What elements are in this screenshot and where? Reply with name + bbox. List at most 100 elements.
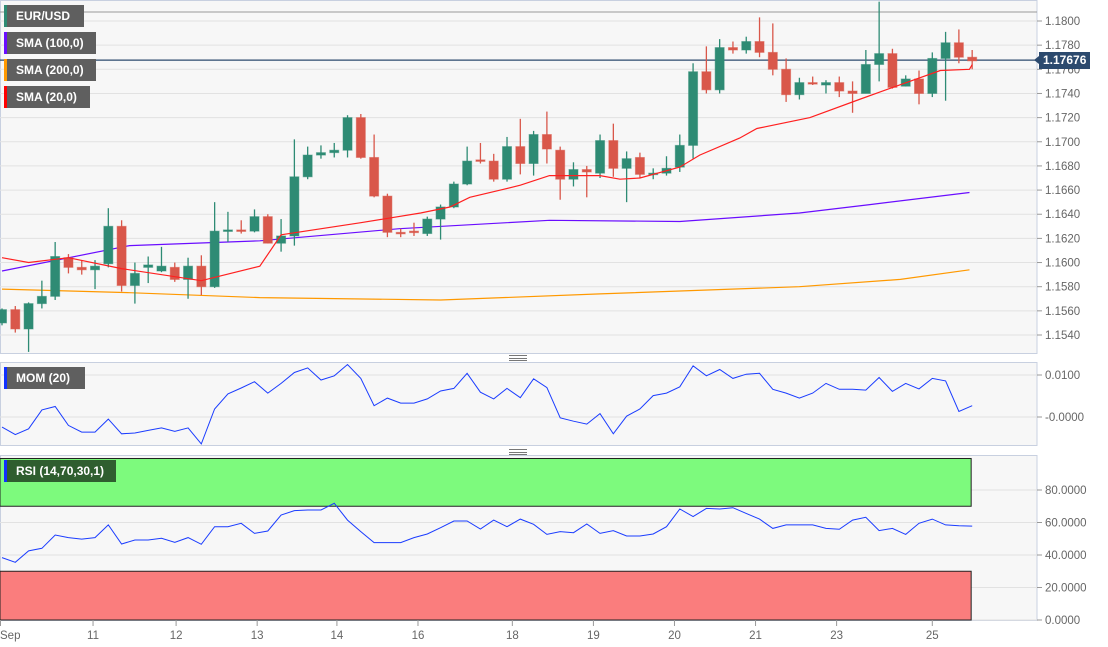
legend-color-swatch: [4, 86, 7, 108]
x-tick-label: 14: [331, 630, 344, 642]
mom-panel[interactable]: [0, 362, 1038, 446]
x-tick-label: 16: [412, 630, 425, 642]
candle-down: [236, 229, 247, 232]
rsi-tick-label: 80.0000: [1045, 485, 1087, 497]
rsi-tick-label: 0.0000: [1045, 615, 1080, 627]
price-tick-label: 1.1620: [1045, 233, 1080, 245]
candle-down: [608, 140, 619, 169]
legend-eurusd[interactable]: EUR/USD: [4, 5, 84, 27]
candle-up: [183, 265, 194, 280]
price-tick-label: 1.1740: [1045, 88, 1080, 100]
legend-color-swatch: [4, 460, 7, 482]
legend-rsi[interactable]: RSI (14,70,30,1): [4, 460, 116, 482]
rsi-tick-label: 40.0000: [1045, 550, 1087, 562]
candle-down: [727, 47, 738, 51]
x-tick-label: 13: [251, 630, 264, 642]
candle-down: [515, 146, 526, 165]
candle-down: [914, 78, 925, 94]
candle-up: [462, 160, 473, 185]
legend-color-swatch: [4, 32, 7, 54]
candle-down: [196, 265, 207, 288]
candle-up: [435, 206, 446, 220]
legend-color-swatch: [4, 367, 7, 389]
candles: [0, 1, 978, 352]
candle-up: [568, 169, 579, 180]
sma20-line: [1, 64, 973, 282]
mom-line: [1, 363, 973, 445]
candle-down: [488, 160, 499, 180]
price-tick-label: 1.1560: [1045, 306, 1080, 318]
candle-up: [222, 229, 233, 232]
mom-tick-label: -0.0000: [1045, 412, 1084, 424]
candle-up: [36, 295, 47, 305]
candle-down: [834, 82, 845, 92]
candle-up: [0, 309, 7, 324]
candle-up: [289, 176, 300, 237]
price-tick-label: 1.1600: [1045, 258, 1080, 270]
legend-label: SMA (100,0): [16, 36, 84, 50]
legend-sma100[interactable]: SMA (100,0): [4, 32, 96, 54]
price-tick-label: 1.1540: [1045, 330, 1080, 342]
legend-label: EUR/USD: [16, 9, 71, 23]
current-price-tag: 1.17676: [1033, 52, 1091, 69]
candle-up: [595, 140, 606, 174]
candle-up: [90, 265, 101, 271]
panel-resize-handle-icon[interactable]: [509, 355, 527, 361]
candle-down: [475, 159, 486, 162]
candle-up: [329, 149, 340, 154]
candle-down: [967, 56, 978, 62]
candle-down: [847, 90, 858, 94]
candle-down: [754, 41, 765, 53]
candle-up: [621, 158, 632, 169]
candle-up: [156, 265, 167, 272]
sma200-line: [1, 269, 970, 301]
candle-down: [262, 216, 273, 244]
price-tick-label: 1.1700: [1045, 137, 1080, 149]
candle-up: [23, 303, 34, 330]
candle-down: [541, 134, 552, 150]
rsi-zones: [0, 458, 972, 621]
legend-color-swatch: [4, 5, 7, 27]
candle-up: [528, 134, 539, 165]
candle-up: [688, 71, 699, 146]
candle-down: [581, 169, 592, 173]
candle-up: [502, 146, 513, 180]
price-tick-label: 1.1640: [1045, 209, 1080, 221]
legend-mom[interactable]: MOM (20): [4, 367, 85, 389]
legend-label: SMA (20,0): [16, 90, 77, 104]
candle-up: [50, 256, 61, 297]
candle-up: [276, 235, 287, 244]
price-tick-label: 1.1800: [1045, 16, 1080, 28]
candle-up: [820, 82, 831, 86]
candle-down: [63, 257, 74, 268]
candle-up: [874, 53, 885, 65]
candle-up: [674, 144, 685, 168]
x-tick-label: 21: [749, 630, 762, 642]
price-tick-label: 1.1660: [1045, 185, 1080, 197]
candle-down: [781, 68, 792, 96]
candle-down: [395, 231, 406, 235]
candle-up: [209, 230, 220, 288]
legend-sma20[interactable]: SMA (20,0): [4, 86, 90, 108]
mom-tick-label: 0.0100: [1045, 370, 1080, 382]
candle-up: [794, 82, 805, 96]
candle-up: [940, 42, 951, 59]
gridlines: [0, 11, 1037, 621]
price-tick-label: 1.1780: [1045, 40, 1080, 52]
panel-resize-handle-icon[interactable]: [509, 449, 527, 455]
price-tick-label: 1.1680: [1045, 161, 1080, 173]
legend-sma200[interactable]: SMA (200,0): [4, 59, 96, 81]
candle-up: [342, 117, 353, 151]
candle-up: [422, 218, 433, 235]
rsi-tick-label: 20.0000: [1045, 583, 1087, 595]
legend-label: SMA (200,0): [16, 63, 84, 77]
x-tick-label: 23: [830, 630, 843, 642]
candle-up: [741, 41, 752, 51]
candle-up: [714, 47, 725, 91]
candle-down: [169, 266, 180, 280]
candle-down: [76, 266, 87, 271]
candle-up: [927, 57, 938, 94]
candle-up: [448, 183, 459, 208]
candle-down: [634, 156, 645, 175]
